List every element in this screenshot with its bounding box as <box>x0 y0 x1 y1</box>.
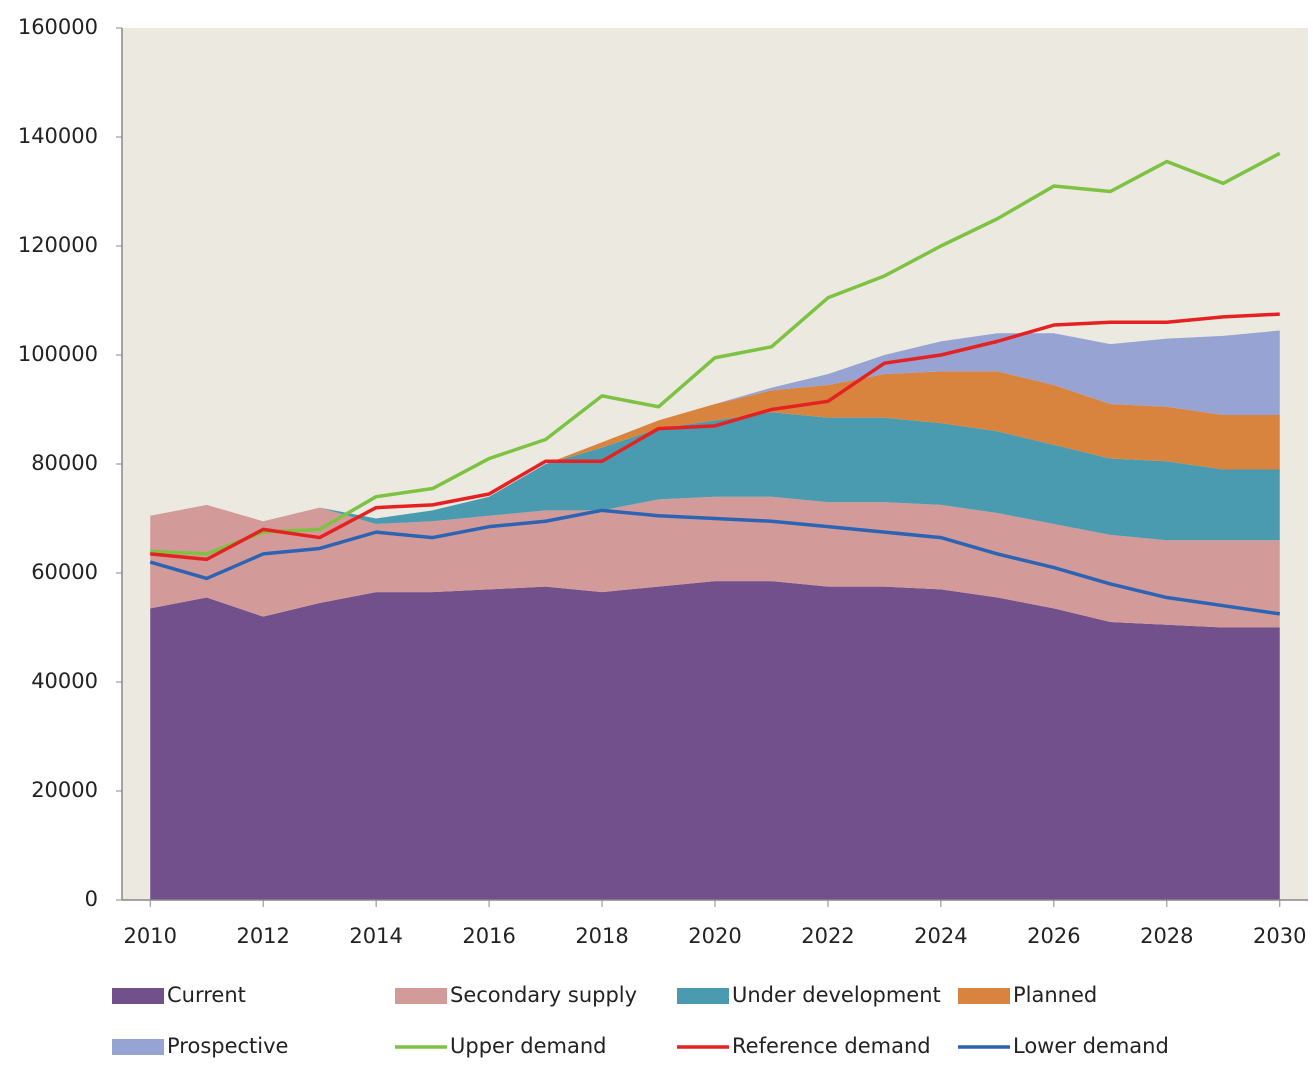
x-tick-label: 2024 <box>914 924 967 948</box>
area <box>150 371 1280 522</box>
y-tick-label: 140000 <box>18 124 98 148</box>
area <box>150 581 1280 900</box>
y-tick-label: 100000 <box>18 342 98 366</box>
x-tick-label: 2012 <box>236 924 289 948</box>
y-tick-label: 60000 <box>31 560 98 584</box>
legend-swatch <box>112 1039 164 1055</box>
y-tick-label: 120000 <box>18 233 98 257</box>
legend-swatch <box>958 988 1010 1004</box>
x-tick-label: 2022 <box>801 924 854 948</box>
legend-label: Under development <box>732 983 941 1007</box>
line <box>150 312 1280 562</box>
area <box>150 412 1280 541</box>
y-tick-label: 80000 <box>31 451 98 475</box>
line <box>149 508 1281 616</box>
legend-label: Lower demand <box>1013 1034 1169 1058</box>
x-tick-label: 2018 <box>575 924 628 948</box>
area <box>150 330 1280 522</box>
x-tick-label: 2010 <box>124 924 177 948</box>
legend-swatch <box>677 988 729 1004</box>
legend-label: Reference demand <box>732 1034 931 1058</box>
line <box>150 151 1281 556</box>
x-tick-label: 2026 <box>1027 924 1080 948</box>
legend-label: Prospective <box>167 1034 288 1058</box>
legend-swatch <box>395 988 447 1004</box>
x-tick-label: 2028 <box>1140 924 1193 948</box>
y-tick-label: 160000 <box>18 15 98 39</box>
legend-label: Planned <box>1013 983 1097 1007</box>
legend-label: Upper demand <box>450 1034 606 1058</box>
x-tick-label: 2016 <box>462 924 515 948</box>
x-tick-label: 2020 <box>688 924 741 948</box>
x-tick-label: 2030 <box>1253 924 1306 948</box>
legend-label: Current <box>167 983 246 1007</box>
area <box>150 496 1280 628</box>
y-tick-label: 40000 <box>31 669 98 693</box>
y-tick-label: 0 <box>85 887 98 911</box>
y-tick-label: 20000 <box>31 778 98 802</box>
legend-swatch <box>112 988 164 1004</box>
legend-label: Secondary supply <box>450 983 637 1007</box>
x-tick-label: 2014 <box>349 924 402 948</box>
